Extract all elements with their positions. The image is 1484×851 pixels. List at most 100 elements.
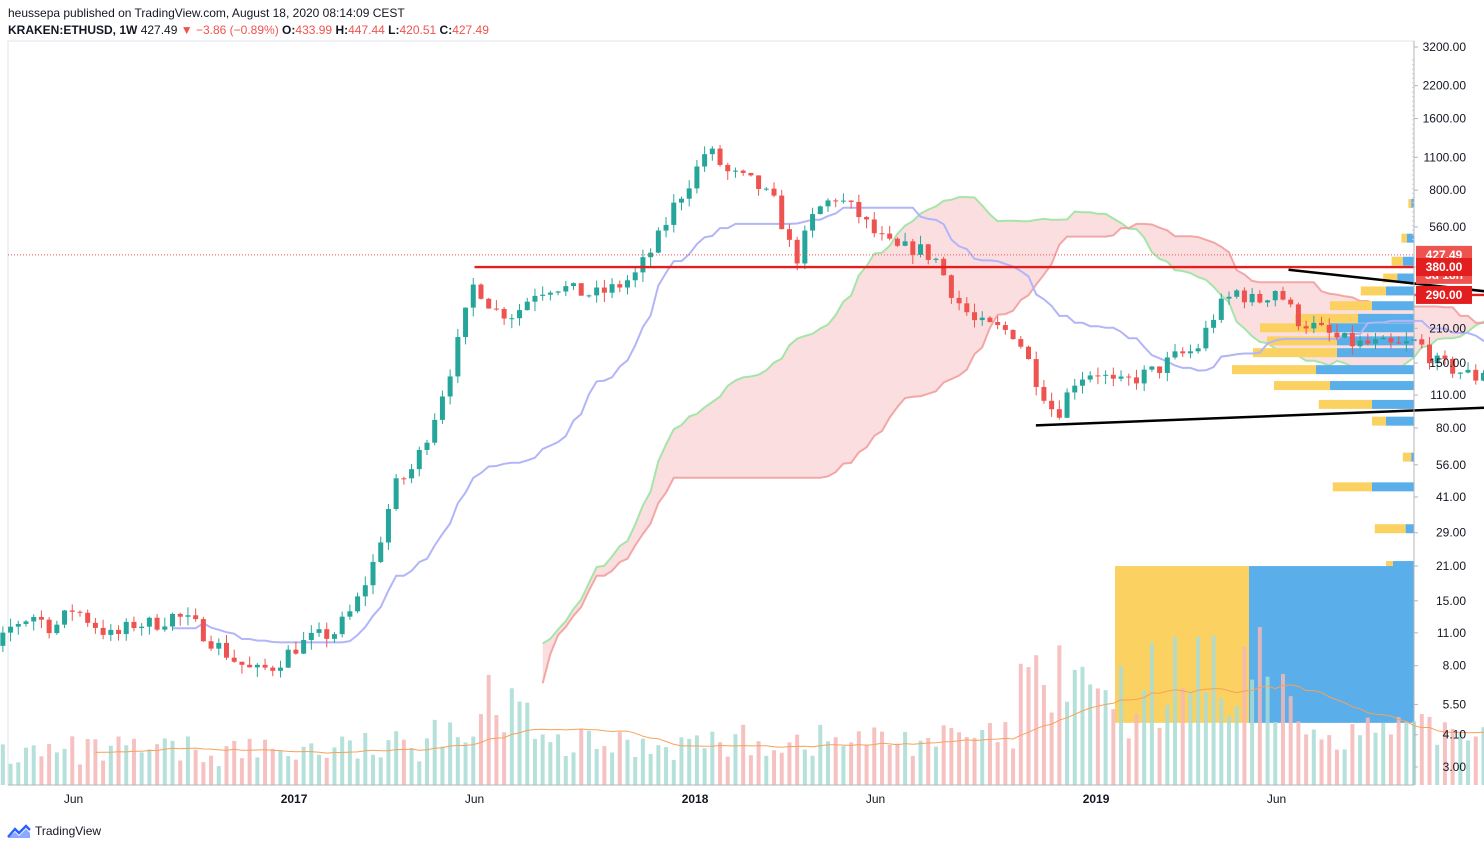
volume-bar <box>748 755 753 785</box>
volume-bar <box>77 764 82 785</box>
candle-body <box>756 175 762 190</box>
candle-body <box>162 626 168 630</box>
volume-bar <box>178 760 183 785</box>
volume-bar <box>702 748 707 785</box>
volume-bar <box>8 763 13 785</box>
candle-body <box>401 478 407 480</box>
candle-body <box>786 229 792 240</box>
candle-body <box>1426 344 1432 364</box>
volume-bar <box>1358 735 1363 785</box>
candle-body <box>331 634 337 639</box>
volume-bar <box>1142 690 1147 785</box>
candle-body <box>1257 293 1263 303</box>
volume-bar <box>1427 716 1432 785</box>
candles <box>0 144 1484 678</box>
volume-bar <box>1342 749 1347 785</box>
candle-body <box>1164 357 1170 373</box>
candle-body <box>69 610 75 612</box>
candle-body <box>794 239 800 264</box>
candle-body <box>1025 346 1031 360</box>
volume-bar <box>694 735 699 785</box>
candle-body <box>308 632 314 640</box>
candle-body <box>108 629 114 635</box>
price-tick-label: 110.00 <box>1430 388 1466 402</box>
volume-bar <box>1203 692 1208 785</box>
candle-body <box>1288 299 1294 305</box>
volume-bar <box>918 740 923 785</box>
price-tick-label: 21.00 <box>1436 559 1466 573</box>
vp-up-bar <box>1330 381 1414 391</box>
vp-down-bar <box>1372 416 1386 426</box>
volume-bar <box>1296 721 1301 785</box>
candle-body <box>1218 298 1224 320</box>
candle-body <box>1157 366 1163 373</box>
volume-bar <box>1435 744 1440 785</box>
time-tick-label: Jun <box>64 792 83 806</box>
volume-bar <box>1103 690 1108 785</box>
volume-bar <box>0 744 5 785</box>
level-tag: 380.00 <box>1426 260 1463 274</box>
candle-body <box>925 244 931 260</box>
candle-body <box>247 664 253 668</box>
vp-down-bar <box>1386 561 1393 571</box>
candle-body <box>1172 351 1178 358</box>
vp-up-bar <box>1393 561 1414 571</box>
candle-body <box>455 337 461 377</box>
volume-bar <box>1018 663 1023 785</box>
candle-body <box>1072 385 1078 393</box>
candle-body <box>1033 359 1039 387</box>
volume-bar <box>926 738 931 785</box>
volume-bar <box>849 742 854 785</box>
vp-down-bar <box>1330 301 1372 311</box>
volume-bar <box>432 719 437 785</box>
volume-bar <box>62 748 67 785</box>
volume-bar <box>818 724 823 785</box>
low-value: 420.51 <box>399 23 437 37</box>
candle-body <box>609 284 615 293</box>
publisher-line: heussepa published on TradingView.com, A… <box>8 6 405 20</box>
volume-bar <box>1111 709 1116 785</box>
candle-body <box>285 649 291 668</box>
candle-body <box>1049 400 1055 410</box>
candle-body <box>918 244 924 255</box>
candle-body <box>702 154 708 167</box>
candle-body <box>594 287 600 296</box>
volume-bar <box>1226 715 1231 785</box>
chart-header: heussepa published on TradingView.com, A… <box>8 5 489 39</box>
open-label: O: <box>282 23 296 37</box>
candle-body <box>732 170 738 172</box>
volume-bar <box>417 761 422 785</box>
volume-bar <box>278 750 283 785</box>
candle-body <box>177 613 183 617</box>
symbol-label[interactable]: KRAKEN:ETHUSD, 1W <box>8 23 138 37</box>
candle-body <box>193 615 199 620</box>
volume-bar <box>903 731 908 785</box>
candle-body <box>1365 340 1371 344</box>
candle-body <box>601 287 607 293</box>
candle-body <box>1133 377 1139 384</box>
volume-bar <box>972 737 977 785</box>
candle-body <box>1373 339 1379 344</box>
vp-down-bar <box>1253 348 1337 358</box>
volume-bar <box>602 746 607 785</box>
volume-bar <box>1419 714 1424 785</box>
vp-up-bar <box>1402 256 1414 266</box>
candle-body <box>38 616 44 620</box>
candle-body <box>100 627 106 635</box>
candle-body <box>555 291 561 293</box>
volume-bar <box>378 757 383 785</box>
candle-body <box>887 233 893 239</box>
candle-body <box>532 295 538 302</box>
volume-bar <box>255 757 260 785</box>
candle-body <box>1388 337 1394 343</box>
volume-bar <box>263 739 268 785</box>
price-tick-label: 8.00 <box>1443 659 1467 673</box>
candle-body <box>856 201 862 218</box>
volume-bar <box>640 738 645 785</box>
candle-body <box>1195 348 1201 352</box>
candle-body <box>871 219 877 234</box>
candle-body <box>1349 332 1355 347</box>
candle-body <box>347 611 353 617</box>
candle-body <box>663 224 669 231</box>
